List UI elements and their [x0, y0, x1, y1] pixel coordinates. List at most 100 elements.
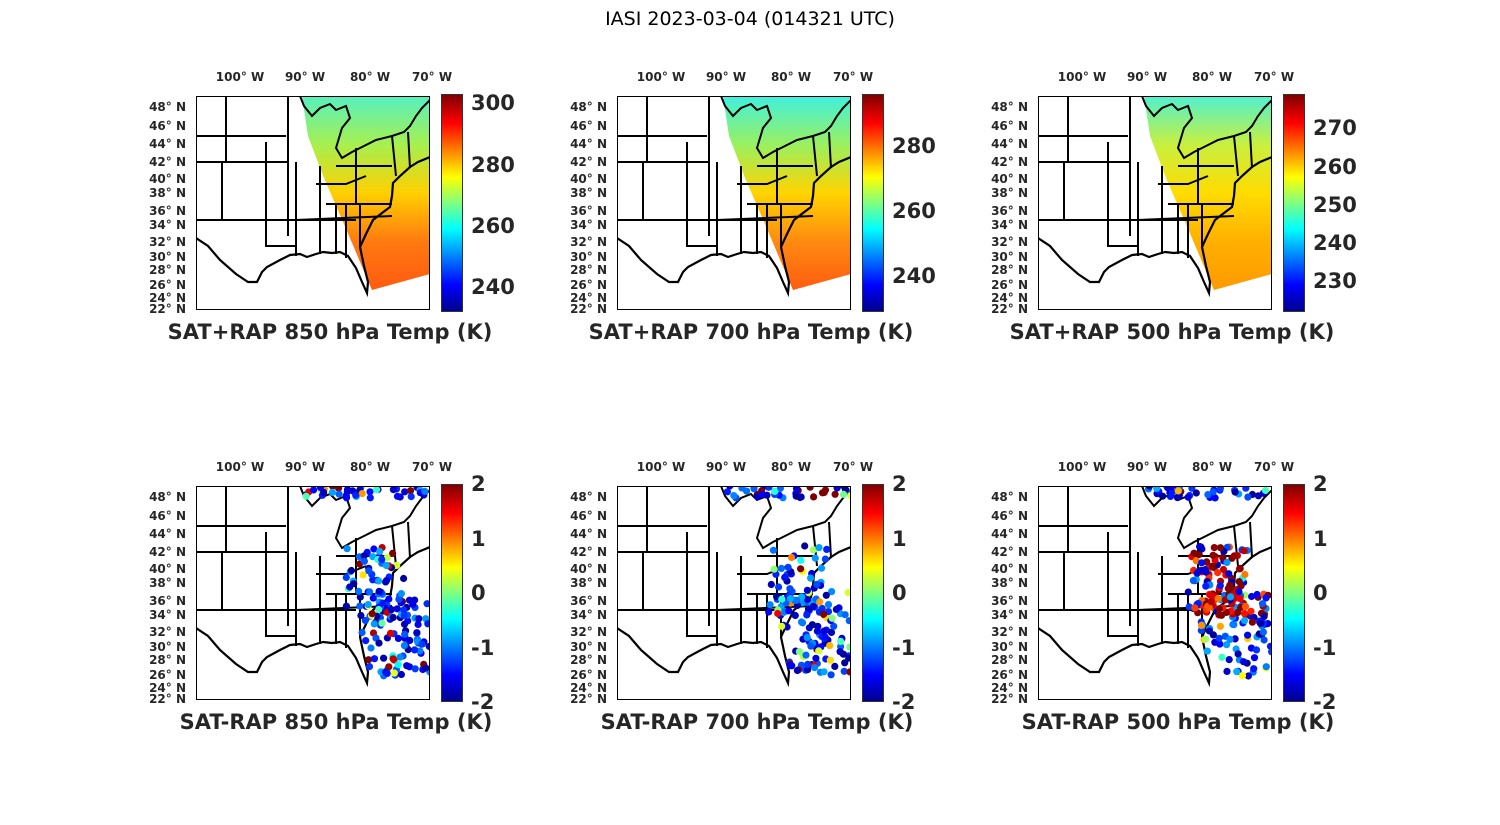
latitude-tick-label: 24° N: [149, 681, 186, 695]
difference-point: [840, 667, 848, 675]
difference-point: [836, 648, 844, 656]
difference-point: [769, 546, 777, 554]
longitude-tick-label: 100° W: [215, 460, 265, 474]
colorbar-tick-label: 240: [1313, 231, 1357, 256]
difference-point: [821, 555, 829, 563]
difference-point: [803, 611, 811, 619]
difference-point: [362, 637, 370, 645]
difference-point: [360, 552, 368, 560]
difference-point: [401, 488, 409, 496]
difference-point: [413, 629, 421, 637]
temperature-swath: [723, 96, 851, 290]
longitude-tick-label: 100° W: [636, 460, 686, 474]
difference-point: [394, 634, 402, 643]
latitude-tick-label: 26° N: [570, 668, 607, 682]
difference-point: [415, 615, 423, 623]
difference-point: [342, 494, 351, 502]
longitude-tick-label: 70° W: [411, 70, 453, 84]
longitude-tick-label: 90° W: [284, 460, 326, 474]
colorbar-tick-label: 2: [471, 472, 486, 496]
difference-point: [797, 618, 806, 626]
difference-point: [387, 606, 395, 614]
longitude-tick-label: 80° W: [349, 70, 391, 84]
latitude-tick-label: 48° N: [149, 100, 186, 114]
latitude-tick-label: 34° N: [570, 608, 607, 622]
difference-point: [1238, 672, 1247, 680]
latitude-tick-label: 40° N: [570, 562, 607, 576]
difference-point: [1258, 600, 1267, 608]
difference-point: [743, 487, 751, 495]
difference-point: [809, 602, 817, 610]
difference-point: [1223, 667, 1231, 675]
difference-point: [375, 639, 383, 647]
difference-point: [766, 601, 774, 609]
difference-point: [411, 665, 419, 673]
map-axes: [1037, 482, 1276, 700]
difference-point: [797, 565, 805, 573]
difference-point: [1234, 650, 1242, 658]
latitude-axis: 48° N 46° N 44° N 42° N 40° N 38° N 36° N 34° N…: [962, 460, 1028, 705]
difference-point: [1201, 566, 1209, 574]
latitude-tick-label: 34° N: [149, 218, 186, 232]
latitude-tick-label: 34° N: [570, 218, 607, 232]
difference-point: [1210, 544, 1218, 552]
difference-point: [375, 605, 383, 614]
difference-point: [418, 640, 426, 648]
colorbar-tick-label: 250: [1313, 192, 1357, 217]
panel-title: SAT+RAP 700 hPa Temp (K): [588, 320, 914, 344]
map-canvas: [195, 482, 434, 700]
latitude-tick-label: 44° N: [570, 137, 607, 151]
difference-point: [832, 605, 840, 613]
difference-point: [820, 627, 828, 635]
difference-point: [382, 577, 391, 585]
latitude-tick-label: 36° N: [149, 204, 186, 218]
difference-point: [1225, 570, 1233, 578]
difference-point: [365, 663, 374, 671]
latitude-tick-label: 46° N: [149, 509, 186, 523]
difference-point: [401, 630, 409, 638]
difference-point: [1250, 654, 1259, 662]
difference-point: [786, 594, 794, 603]
difference-point: [411, 646, 419, 654]
latitude-tick-label: 24° N: [570, 291, 607, 305]
state-boundary: [828, 131, 832, 169]
difference-point: [335, 490, 343, 498]
difference-point: [347, 566, 355, 575]
difference-point: [803, 595, 812, 604]
difference-point: [1206, 591, 1214, 599]
difference-point: [841, 659, 849, 667]
map-panel-4: 100° W 90° W 80° W 70° W 48° N 46° N 44° N 42° …: [120, 460, 540, 760]
difference-point: [359, 571, 367, 579]
difference-point: [356, 602, 364, 610]
difference-point: [389, 549, 397, 557]
difference-point: [373, 486, 381, 494]
difference-point: [389, 655, 397, 663]
latitude-tick-label: 42° N: [149, 545, 186, 559]
difference-point: [1233, 668, 1241, 676]
latitude-tick-label: 24° N: [991, 681, 1028, 695]
difference-point: [355, 587, 363, 595]
difference-point: [400, 606, 408, 614]
difference-point: [343, 545, 351, 553]
latitude-tick-label: 26° N: [991, 278, 1028, 292]
latitude-tick-label: 44° N: [991, 527, 1028, 541]
colorbar-tick-label: 0: [892, 581, 907, 605]
colorbar-tick-label: -1: [892, 635, 916, 660]
colorbar-tick-label: 0: [471, 581, 486, 605]
difference-point: [1261, 486, 1270, 494]
difference-point: [1204, 491, 1212, 499]
latitude-tick-label: 38° N: [991, 576, 1028, 590]
difference-point: [787, 553, 796, 562]
map-frame: [617, 486, 851, 700]
latitude-tick-label: 30° N: [149, 250, 186, 264]
colorbar-tick-label: 270: [1313, 116, 1357, 141]
difference-point: [342, 602, 350, 610]
difference-point: [368, 610, 376, 618]
latitude-tick-label: 22° N: [570, 302, 607, 316]
difference-point: [1239, 658, 1248, 666]
latitude-tick-label: 36° N: [149, 594, 186, 608]
difference-point: [310, 486, 318, 494]
difference-point: [1219, 553, 1227, 561]
longitude-tick-label: 70° W: [832, 460, 874, 474]
latitude-tick-label: 24° N: [149, 291, 186, 305]
